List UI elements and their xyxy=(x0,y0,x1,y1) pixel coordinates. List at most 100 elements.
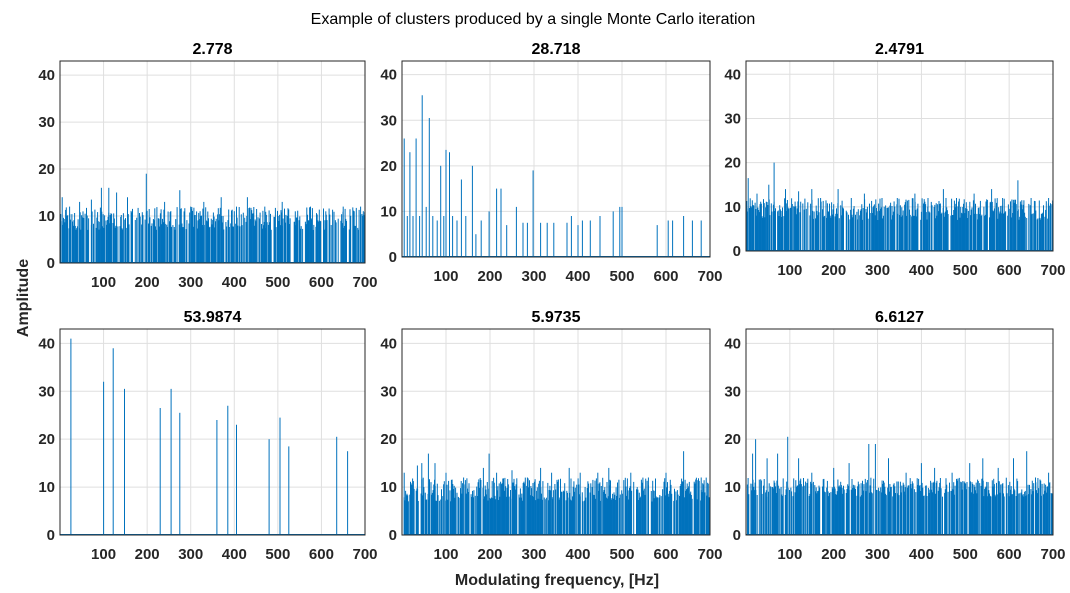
x-tick-label: 300 xyxy=(865,262,890,279)
y-tick-label: 40 xyxy=(38,335,55,352)
x-tick-label: 700 xyxy=(697,268,722,285)
y-tick-label: 30 xyxy=(38,383,55,400)
x-tick-label: 500 xyxy=(609,268,634,285)
series-stems xyxy=(745,162,1054,251)
y-tick-label: 10 xyxy=(380,479,397,496)
y-tick-label: 40 xyxy=(724,66,741,83)
x-tick-label: 300 xyxy=(178,546,203,563)
subplot-title: 2.4791 xyxy=(875,41,924,58)
series-stems xyxy=(403,451,711,535)
x-tick-label: 400 xyxy=(222,546,247,563)
axes-frame xyxy=(745,328,1054,536)
y-tick-label: 20 xyxy=(38,431,55,448)
x-tick-label: 100 xyxy=(777,546,802,563)
subplot-title: 53.9874 xyxy=(184,309,242,326)
y-tick-label: 40 xyxy=(380,67,397,84)
x-tick-label: 500 xyxy=(265,274,290,291)
x-tick-label: 700 xyxy=(697,546,722,563)
subplot-3: 100 200 300 400 500 600 700 0 10 20 30 40 2.4791 xyxy=(724,41,1065,279)
x-tick-label: 300 xyxy=(865,546,890,563)
subplot-title: 2.778 xyxy=(192,41,232,58)
x-tick-label: 200 xyxy=(135,546,160,563)
x-tick-label: 100 xyxy=(91,274,116,291)
axes-frame xyxy=(59,60,366,264)
subplot-1: 100 200 300 400 500 600 700 0 10 20 30 40 2.778 xyxy=(38,41,377,291)
series-stems xyxy=(746,436,1054,535)
x-tick-label: 600 xyxy=(653,546,678,563)
subplot-4: 100 200 300 400 500 600 700 0 10 20 30 40 53.9874 xyxy=(38,309,377,563)
x-tick-label: 500 xyxy=(953,546,978,563)
y-tick-label: 40 xyxy=(724,335,741,352)
x-tick-label: 500 xyxy=(609,546,634,563)
y-tick-label: 20 xyxy=(38,161,55,178)
x-tick-label: 200 xyxy=(135,274,160,291)
x-tick-label: 600 xyxy=(309,546,334,563)
y-tick-label: 30 xyxy=(380,112,397,129)
y-tick-label: 30 xyxy=(38,114,55,131)
subplot-6: 100 200 300 400 500 600 700 0 10 20 30 40 6.6127 xyxy=(724,309,1065,563)
axes-frame xyxy=(59,328,366,536)
y-tick-label: 0 xyxy=(733,243,741,260)
y-tick-label: 30 xyxy=(724,383,741,400)
series-stems xyxy=(60,338,365,535)
axes-frame xyxy=(401,328,711,536)
x-tick-label: 300 xyxy=(178,274,203,291)
figure-ylabel: Amplitude xyxy=(15,259,32,337)
x-tick-label: 700 xyxy=(352,546,377,563)
y-tick-label: 30 xyxy=(724,110,741,127)
x-tick-label: 200 xyxy=(477,546,502,563)
y-tick-label: 40 xyxy=(380,335,397,352)
x-tick-label: 700 xyxy=(1040,546,1065,563)
y-tick-label: 40 xyxy=(38,67,55,84)
y-tick-label: 30 xyxy=(380,383,397,400)
series-stems xyxy=(59,173,366,263)
x-tick-label: 700 xyxy=(1040,262,1065,279)
x-tick-label: 400 xyxy=(909,546,934,563)
x-tick-label: 200 xyxy=(477,268,502,285)
y-tick-label: 20 xyxy=(380,431,397,448)
x-tick-label: 400 xyxy=(565,268,590,285)
axes-frame xyxy=(401,60,711,258)
y-tick-label: 0 xyxy=(389,527,397,544)
series-stems xyxy=(402,95,711,257)
y-tick-label: 20 xyxy=(380,158,397,175)
x-tick-label: 100 xyxy=(433,546,458,563)
x-tick-label: 100 xyxy=(91,546,116,563)
subplot-title: 5.9735 xyxy=(532,309,581,326)
y-tick-label: 20 xyxy=(724,431,741,448)
x-tick-label: 600 xyxy=(653,268,678,285)
y-tick-label: 0 xyxy=(389,249,397,266)
x-tick-label: 100 xyxy=(777,262,802,279)
subplot-title: 28.718 xyxy=(532,41,581,58)
x-tick-label: 300 xyxy=(521,268,546,285)
subplot-title: 6.6127 xyxy=(875,309,924,326)
y-tick-label: 10 xyxy=(38,479,55,496)
y-tick-label: 0 xyxy=(47,527,55,544)
x-tick-label: 700 xyxy=(352,274,377,291)
y-tick-label: 10 xyxy=(724,199,741,216)
x-tick-label: 400 xyxy=(909,262,934,279)
y-tick-label: 10 xyxy=(724,479,741,496)
x-tick-label: 600 xyxy=(997,262,1022,279)
x-tick-label: 500 xyxy=(265,546,290,563)
y-tick-label: 0 xyxy=(47,255,55,272)
x-tick-label: 600 xyxy=(997,546,1022,563)
x-tick-label: 300 xyxy=(521,546,546,563)
x-tick-label: 400 xyxy=(565,546,590,563)
figure-title: Example of clusters produced by a single… xyxy=(311,11,756,28)
y-tick-label: 0 xyxy=(733,527,741,544)
axes-frame xyxy=(745,60,1054,252)
subplot-5: 100 200 300 400 500 600 700 0 10 20 30 40 5.9735 xyxy=(380,309,722,563)
x-tick-label: 200 xyxy=(821,262,846,279)
y-tick-label: 10 xyxy=(38,208,55,225)
x-tick-label: 600 xyxy=(309,274,334,291)
x-tick-label: 500 xyxy=(953,262,978,279)
x-tick-label: 200 xyxy=(821,546,846,563)
figure-xlabel: Modulating frequency, [Hz] xyxy=(455,572,659,589)
x-tick-label: 400 xyxy=(222,274,247,291)
y-tick-label: 20 xyxy=(724,155,741,172)
subplot-2: 100 200 300 400 500 600 700 0 10 20 30 40 28.718 xyxy=(380,41,722,285)
y-tick-label: 10 xyxy=(380,203,397,220)
